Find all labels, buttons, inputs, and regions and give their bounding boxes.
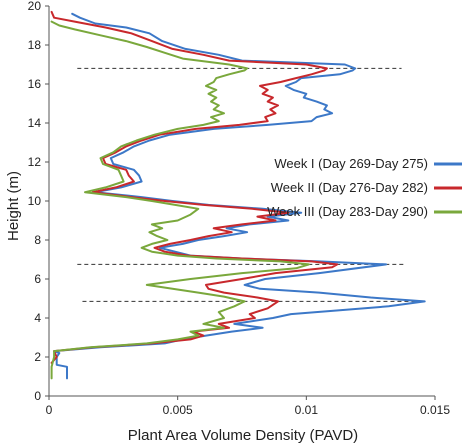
y-tick-label: 16 bbox=[28, 77, 42, 91]
y-tick-label: 14 bbox=[28, 116, 42, 130]
series-line bbox=[50, 20, 310, 380]
x-tick-label: 0.005 bbox=[163, 403, 193, 417]
y-tick-label: 2 bbox=[34, 350, 41, 364]
axes-layer: 0 2 4 6 8 10 12 14 16 18 20 0 0.005 0.01 0.015 bbox=[28, 0, 451, 417]
y-axis-title: Height (m) bbox=[5, 171, 22, 241]
y-tick-label: 12 bbox=[28, 155, 42, 169]
y-tick-label: 4 bbox=[34, 311, 41, 325]
y-tick-label: 8 bbox=[34, 233, 41, 247]
x-tick-label: 0.01 bbox=[295, 403, 319, 417]
x-axis-title: Plant Area Volume Density (PAVD) bbox=[128, 427, 358, 444]
legend-label: Week II (Day 276-Day 282) bbox=[271, 180, 428, 195]
y-tick-label: 0 bbox=[34, 389, 41, 403]
series-layer bbox=[50, 10, 426, 380]
legend-label: Week I (Day 269-Day 275) bbox=[274, 156, 428, 171]
legend-label: Week III (Day 283-Day 290) bbox=[267, 204, 428, 219]
x-tick-label: 0 bbox=[46, 403, 53, 417]
x-tick-label: 0.015 bbox=[420, 403, 450, 417]
reference-lines bbox=[77, 67, 423, 302]
legend: Week I (Day 269-Day 275) Week II (Day 276… bbox=[267, 156, 462, 219]
y-tick-label: 18 bbox=[28, 38, 42, 52]
y-tick-label: 6 bbox=[34, 272, 41, 286]
y-tick-label: 10 bbox=[28, 194, 42, 208]
y-tick-label: 20 bbox=[28, 0, 42, 13]
series-line bbox=[50, 10, 339, 364]
